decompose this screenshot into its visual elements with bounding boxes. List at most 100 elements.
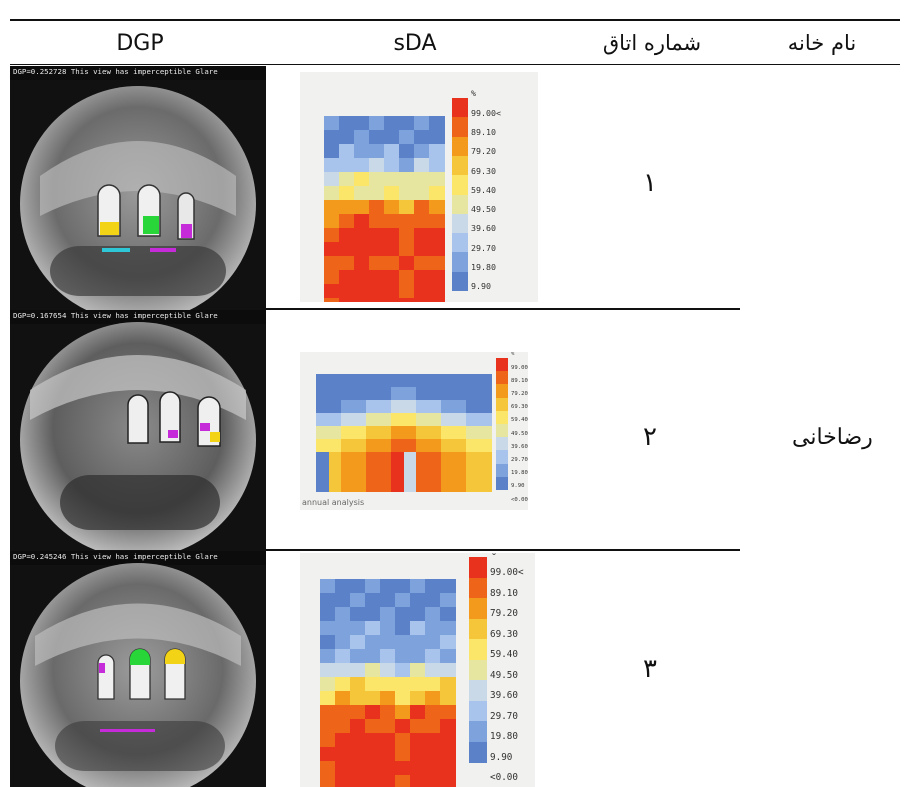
sda-grid-cell [429, 158, 445, 173]
legend-swatch [469, 639, 487, 660]
sda-grid-cell [324, 158, 340, 173]
sda-grid-cell [416, 426, 429, 440]
sda-grid-cell [414, 130, 430, 145]
sda-grid-cell [324, 284, 340, 299]
sda-grid-cell [335, 677, 351, 692]
sda-grid-cell [354, 228, 370, 243]
sda-grid-cell [391, 413, 404, 427]
sda-grid-cell [339, 130, 355, 145]
sda-grid-cell [369, 298, 385, 302]
sda-grid-cell [320, 747, 336, 762]
sda-grid-cell [384, 228, 400, 243]
sda-grid-cell [410, 775, 426, 787]
legend-label: <0.00 [490, 772, 518, 784]
sda-grid-cell [395, 649, 411, 664]
sda-grid-cell [380, 719, 396, 734]
sda-grid-cell [341, 426, 354, 440]
sda-grid-cell [428, 413, 442, 427]
sda-grid-cell [466, 387, 479, 401]
sda-grid-cell [354, 298, 370, 302]
legend-swatch [496, 371, 508, 385]
legend-label: 69.30 [471, 165, 496, 176]
sda-grid-cell [350, 579, 366, 594]
sda-grid-cell [341, 374, 354, 388]
sda-grid-cell [425, 733, 441, 748]
sda-grid-cell [365, 719, 381, 734]
legend-swatch [452, 155, 468, 176]
legend-swatch [469, 557, 487, 578]
room-number: ۱ [643, 168, 657, 198]
sda-grid-cell [328, 400, 342, 414]
sda-grid-cell [429, 242, 445, 257]
sda-grid-cell [378, 439, 392, 453]
sda-grid-cell [384, 298, 400, 302]
sda-grid-cell [328, 465, 342, 479]
sda-grid-cell [403, 400, 417, 414]
sda-grid-cell [416, 439, 429, 453]
sda-grid-cell [365, 733, 381, 748]
sda-grid-cell [320, 635, 336, 650]
sda-grid-cell [410, 761, 426, 776]
sda-grid-cell [380, 677, 396, 692]
sda-grid-cell [440, 607, 456, 622]
legend-label: 99.00< [490, 567, 524, 579]
sda-grid-cell [410, 649, 426, 664]
sda-grid-cell [429, 228, 445, 243]
legend-label: 19.80 [511, 470, 528, 477]
legend-label: 99.00< [471, 107, 501, 118]
sda-grid-cell [316, 387, 329, 401]
sda-grid-cell [391, 426, 404, 440]
sda-grid-cell [391, 452, 404, 466]
legend-swatch [469, 741, 487, 763]
sda-grid-cell [440, 593, 456, 608]
sda-grid-cell [399, 214, 415, 229]
dgp-readout: DGP=0.245246 This view has imperceptible… [13, 552, 218, 561]
sda-grid-cell [320, 677, 336, 692]
sda-grid-cell [425, 677, 441, 692]
legend-label: 79.20 [490, 608, 518, 620]
sda-grid-cell [335, 747, 351, 762]
sda-grid-cell [354, 130, 370, 145]
legend-label: 99.00< [511, 364, 528, 371]
glare-fisheye-image: DGP=0.167654 This view has imperceptible… [10, 310, 266, 550]
sda-grid-cell [441, 478, 454, 492]
sda-grid-cell [378, 426, 392, 440]
sda-grid-cell [410, 691, 426, 706]
sda-grid-cell [478, 426, 492, 440]
sda-grid-cell [425, 663, 441, 678]
sda-grid-cell [384, 116, 400, 131]
sda-grid-cell [425, 747, 441, 762]
sda-grid-cell [339, 284, 355, 299]
sda-grid-cell [453, 413, 467, 427]
sda-grid-cell [324, 214, 340, 229]
sda-grid-cell [328, 426, 342, 440]
sda-grid-cell [416, 374, 429, 388]
sda-grid-cell [395, 607, 411, 622]
sda-grid-cell [428, 439, 442, 453]
sda-grid-cell [353, 452, 367, 466]
sda-grid-cell [369, 186, 385, 201]
sda-grid-cell [440, 621, 456, 636]
sda-grid-cell [395, 761, 411, 776]
sda-grid-cell [335, 649, 351, 664]
sda-grid-cell [395, 593, 411, 608]
sda-grid-cell [320, 649, 336, 664]
sda-grid-cell [365, 593, 381, 608]
sda-grid-cell [335, 593, 351, 608]
sda-grid-cell [440, 579, 456, 594]
sda-grid-cell [453, 452, 467, 466]
sda-grid-cell [324, 186, 340, 201]
sda-grid-cell [380, 649, 396, 664]
sda-grid-cell [416, 452, 429, 466]
sda-grid-cell [429, 186, 445, 201]
sda-grid-cell [339, 144, 355, 159]
sda-grid-cell [425, 775, 441, 787]
sda-grid-cell [395, 663, 411, 678]
sda-grid-cell [399, 284, 415, 299]
sda-grid-cell [429, 270, 445, 285]
sda-grid-cell [440, 705, 456, 720]
sda-grid-cell [365, 663, 381, 678]
sda-grid-cell [316, 426, 329, 440]
sda-grid-cell [365, 579, 381, 594]
legend-label: 59.40 [511, 417, 528, 424]
